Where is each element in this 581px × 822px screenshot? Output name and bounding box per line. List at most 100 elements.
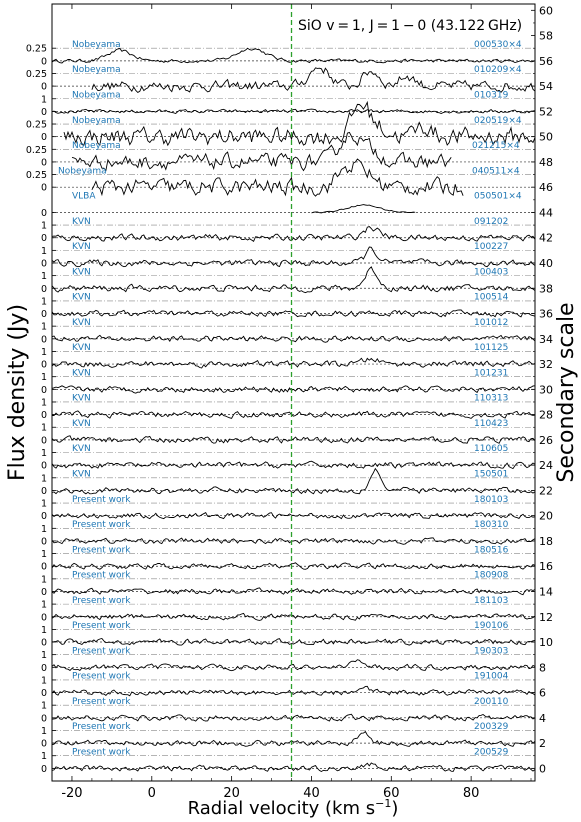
right-tick-label: 0 [539,762,546,775]
epoch-label: 110423 [474,419,508,429]
epoch-label: 110313 [474,394,508,404]
left-tick-label: 0 [41,638,47,649]
left-tick-label: 0.25 [26,120,47,131]
plot-frame [51,3,536,782]
spectrum-line [51,762,536,773]
x-axis-label-exponent: −1 [375,797,391,810]
epoch-label: 200110 [474,697,509,707]
right-tick-label: 30 [539,383,553,396]
series-annotations: Nobeyama 000530×4 Nobeyama 010209×4 Nobeyama… [58,40,522,758]
left-tick-label: 1 [41,322,47,333]
epoch-label: 010319 [474,90,509,100]
left-tick-label: 0 [41,435,47,446]
left-tick-label: 1 [41,574,47,585]
left-tick-label: 0 [41,612,47,623]
spectrum-line [51,637,536,646]
left-tick-label: 0 [41,511,47,522]
spectrum-line [51,108,536,115]
spectrum-line [51,685,536,697]
instrument-label: Present work [72,722,131,732]
x-tick-label: -20 [61,786,82,801]
left-tick-label: 0 [41,107,47,118]
baseline-grid [52,47,535,769]
instrument-label: Present work [72,672,131,682]
instrument-label: KVN [72,470,91,480]
right-tick-label: 48 [539,156,553,169]
instrument-label: Present work [72,495,131,505]
right-tick-label: 50 [539,131,553,144]
left-tick-label: 0.25 [26,69,47,80]
left-tick-label: 1 [41,675,47,686]
left-tick-label: 0 [41,739,47,750]
left-tick-label: 0 [41,536,47,547]
epoch-label: 100227 [474,242,508,252]
instrument-label: Nobeyama [72,65,121,75]
spectrum-line [52,410,536,419]
spectrum-line [51,467,536,495]
left-tick-label: 0 [41,410,47,421]
left-tick-label: 1 [41,600,47,611]
right-tick-label: 22 [539,484,553,497]
left-tick-label: 1 [41,701,47,712]
right-tick-label: 8 [539,661,546,674]
spectrum-line [71,131,452,172]
left-tick-label: 1 [41,221,47,232]
left-tick-label: 1 [41,650,47,661]
epoch-label: 150501 [474,470,508,480]
epoch-label: 101125 [474,343,508,353]
left-tick-label: 1 [41,473,47,484]
left-tick-label: 0 [41,259,47,270]
instrument-label: Nobeyama [58,166,107,176]
right-tick-label: 56 [539,55,553,68]
spectrum-line [51,385,536,394]
left-tick-label: 1 [41,448,47,459]
instrument-label: Nobeyama [72,116,121,126]
right-tick-label: 18 [539,535,553,548]
left-tick-label: 0.25 [26,44,47,55]
right-tick-label: 40 [539,257,553,270]
spectrum-line [51,612,536,621]
left-tick-label: 1 [41,524,47,535]
epoch-label: 100403 [474,267,508,277]
right-tick-label: 24 [539,459,553,472]
right-tick-label: 58 [539,30,553,43]
instrument-label: Present work [72,596,131,606]
left-tick-label: 1 [41,549,47,560]
x-tick-label: 60 [383,786,400,801]
left-tick-label: 0 [41,663,47,674]
spectra-series [51,47,536,773]
right-tick-label: 14 [539,585,553,598]
instrument-label: Nobeyama [72,90,121,100]
instrument-label: KVN [72,368,91,378]
right-tick-label: 2 [539,737,546,750]
epoch-label: 180310 [474,520,509,530]
epoch-label: 180516 [474,545,509,555]
spectrum-line [51,435,536,444]
epoch-label: 180908 [474,571,509,581]
spectrum-line [51,266,536,294]
x-tick-label: 40 [303,786,320,801]
left-tick-label: 1 [41,499,47,510]
x-tick-label: 20 [223,786,240,801]
epoch-label: 200529 [474,747,509,757]
left-tick-label: 0 [41,486,47,497]
instrument-label: Present work [72,571,131,581]
left-tick-label: 0 [41,562,47,573]
instrument-label: Present work [72,747,131,757]
left-tick-label: 0 [41,183,47,194]
epoch-label: 091202 [474,217,508,227]
spectrum-line [51,47,536,64]
epoch-label: 191004 [474,672,509,682]
right-tick-label: 42 [539,232,553,245]
left-tick-label: 1 [41,94,47,105]
epoch-label: 180103 [474,495,508,505]
left-tick-label: 1 [41,397,47,408]
instrument-label: Present work [72,520,131,530]
left-tick-label: 0 [41,360,47,371]
right-tick-label: 34 [539,333,553,346]
epoch-label: 181103 [474,596,508,606]
epoch-label: 050501×4 [474,192,522,202]
instrument-label: Present work [72,646,131,656]
left-tick-label: 0 [41,56,47,67]
right-tick-label: 28 [539,409,553,422]
